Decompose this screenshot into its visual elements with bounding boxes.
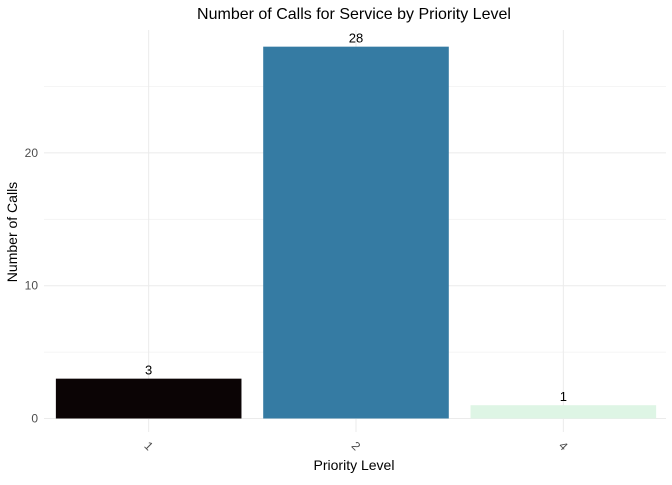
data-label-priority-4: 1 [560,389,567,404]
x-tick-label: 4 [556,439,571,454]
y-tick-label: 20 [25,146,39,160]
bar-priority-2 [263,46,449,419]
x-tick-label: 1 [141,439,156,454]
y-axis-ticks: 0 10 20 [25,146,39,426]
y-tick-label: 10 [25,279,39,293]
x-axis-ticks: 1 2 4 [141,439,571,454]
y-axis-label: Number of Calls [4,182,20,282]
x-axis-label: Priority Level [314,457,395,473]
data-label-priority-1: 3 [145,363,152,378]
data-label-priority-2: 28 [349,31,363,46]
bars [55,46,657,419]
y-tick-label: 0 [31,412,38,426]
chart-title: Number of Calls for Service by Priority … [197,6,511,23]
data-labels: 3 28 1 [145,31,567,405]
bar-priority-1 [55,378,242,419]
bar-priority-4 [470,405,657,419]
x-tick-label: 2 [349,439,364,454]
